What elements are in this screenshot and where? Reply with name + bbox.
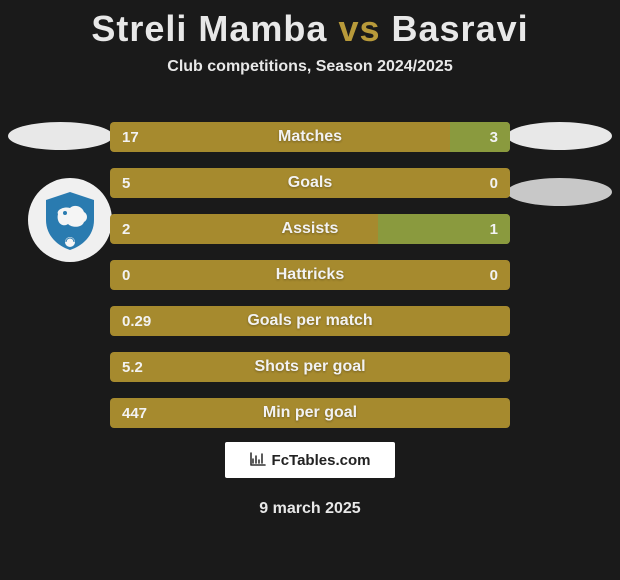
club-logo-placeholder-right-1 — [507, 122, 612, 150]
stat-row: 2Assists1 — [110, 214, 510, 244]
stat-value-right: 1 — [490, 214, 498, 244]
stat-label: Shots per goal — [110, 352, 510, 382]
player1-name: Streli Mamba — [91, 8, 327, 49]
club-logo-placeholder-left — [8, 122, 113, 150]
stat-value-right: 0 — [490, 260, 498, 290]
shield-eagle-icon — [38, 188, 102, 252]
stat-row: 17Matches3 — [110, 122, 510, 152]
subtitle: Club competitions, Season 2024/2025 — [0, 58, 620, 76]
stat-label: Min per goal — [110, 398, 510, 428]
vs-text: vs — [338, 8, 380, 49]
stat-value-right: 0 — [490, 168, 498, 198]
page-title: Streli Mamba vs Basravi — [0, 0, 620, 50]
stat-row: 447Min per goal — [110, 398, 510, 428]
stat-row: 5Goals0 — [110, 168, 510, 198]
club-logo-placeholder-right-2 — [507, 178, 612, 206]
stat-label: Goals — [110, 168, 510, 198]
club-badge-erzurumspor — [28, 178, 112, 262]
chart-icon — [250, 452, 266, 469]
brand-text: FcTables.com — [272, 452, 371, 469]
stat-value-right: 3 — [490, 122, 498, 152]
stat-row: 0Hattricks0 — [110, 260, 510, 290]
stats-comparison-chart: 17Matches35Goals02Assists10Hattricks00.2… — [110, 122, 510, 444]
stat-label: Hattricks — [110, 260, 510, 290]
stat-label: Matches — [110, 122, 510, 152]
stat-label: Assists — [110, 214, 510, 244]
stat-label: Goals per match — [110, 306, 510, 336]
footer-date: 9 march 2025 — [0, 500, 620, 518]
player2-name: Basravi — [392, 8, 529, 49]
stat-row: 5.2Shots per goal — [110, 352, 510, 382]
brand-badge: FcTables.com — [225, 442, 395, 478]
stat-row: 0.29Goals per match — [110, 306, 510, 336]
